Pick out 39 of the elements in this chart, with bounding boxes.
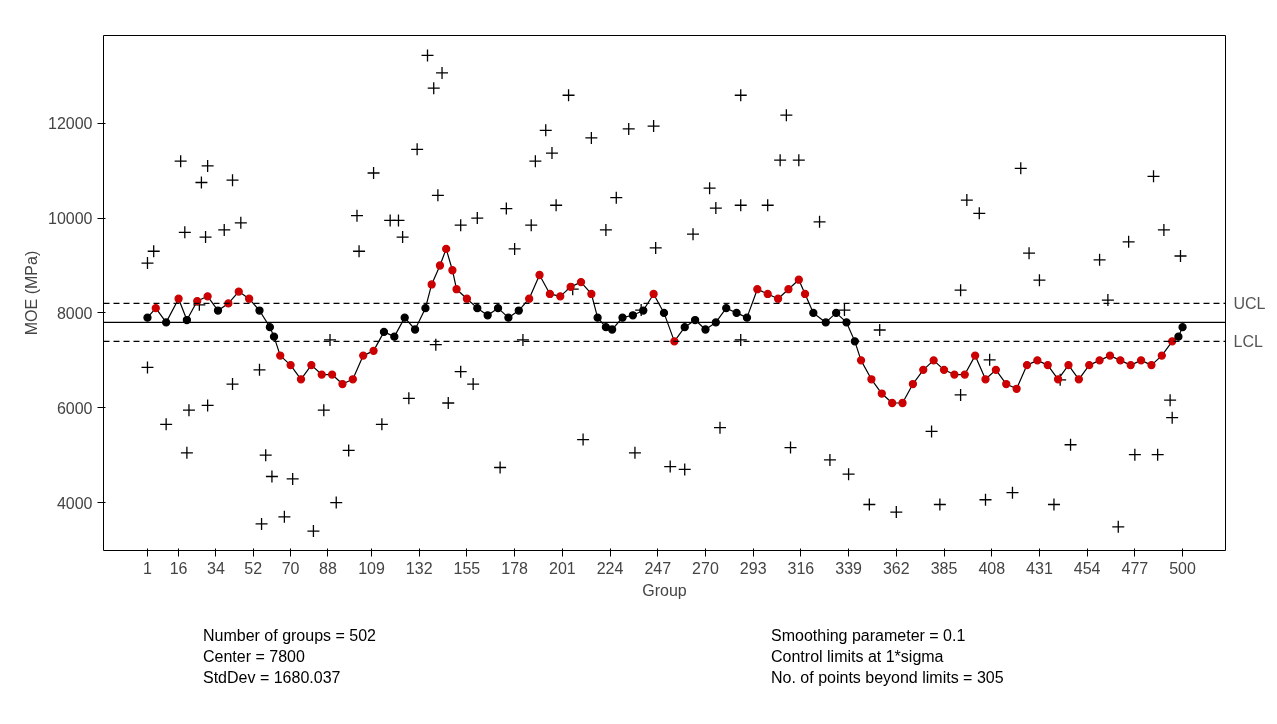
y-tick-label: 12000 [48, 115, 93, 133]
x-tick-label: 1 [143, 559, 153, 577]
x-tick-label: 52 [244, 559, 263, 577]
y-axis-title: MOE (MPa) [23, 250, 41, 336]
x-tick-label: 408 [978, 559, 1006, 577]
x-tick-label: 477 [1121, 559, 1149, 577]
y-tick-label: 8000 [56, 304, 93, 322]
text: Center = 7800 [203, 648, 305, 665]
x-tick-label: 385 [930, 559, 958, 577]
text: Number of groups = 502 [203, 627, 376, 644]
x-tick-label: 316 [787, 559, 815, 577]
ref-line-label: LCL [1233, 332, 1263, 350]
x-tick-label: 155 [453, 559, 481, 577]
x-tick-label: 247 [644, 559, 672, 577]
x-tick-label: 201 [548, 559, 576, 577]
x-tick-label: 16 [169, 559, 188, 577]
x-tick-label: 431 [1026, 559, 1053, 577]
y-tick-label: 4000 [56, 494, 93, 512]
x-tick-label: 454 [1073, 559, 1101, 577]
x-tick-label: 132 [405, 559, 433, 577]
text: Smoothing parameter = 0.1 [771, 627, 966, 644]
x-tick-label: 34 [207, 559, 225, 577]
text: Control limits at 1*sigma [771, 648, 944, 665]
x-tick-label: 109 [358, 559, 385, 577]
x-tick-label: 224 [596, 559, 624, 577]
y-tick-label: 10000 [48, 210, 93, 228]
x-tick-label: 362 [882, 559, 910, 577]
x-tick-label: 500 [1169, 559, 1197, 577]
x-tick-label: 178 [501, 559, 529, 577]
text: No. of points beyond limits = 305 [771, 669, 1004, 686]
x-tick-label: 339 [835, 559, 863, 577]
text: StdDev = 1680.037 [203, 669, 341, 686]
x-tick-label: 293 [739, 559, 767, 577]
x-tick-label: 70 [281, 559, 300, 577]
x-tick-label: 88 [319, 559, 337, 577]
y-tick-label: 6000 [56, 399, 93, 417]
ref-line-label: UCL [1233, 294, 1266, 312]
x-axis-title: Group [642, 581, 687, 599]
x-tick-label: 270 [692, 559, 719, 577]
